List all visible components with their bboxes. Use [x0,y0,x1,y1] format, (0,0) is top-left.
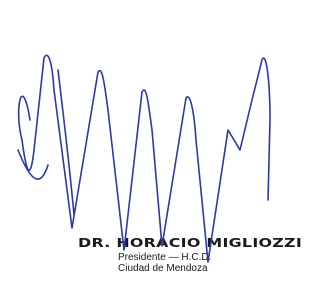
stamp-name: DR. HORACIO MIGLIOZZI [78,236,302,250]
stamp-title: Presidente — H.C.D. [118,252,211,263]
signature-document: DR. HORACIO MIGLIOZZI Presidente — H.C.D… [0,0,302,290]
page: {"stamp": {"name": "DR. HORACIO MIGLIOZZ… [0,0,302,290]
stamp-place: Ciudad de Mendoza [118,263,208,274]
